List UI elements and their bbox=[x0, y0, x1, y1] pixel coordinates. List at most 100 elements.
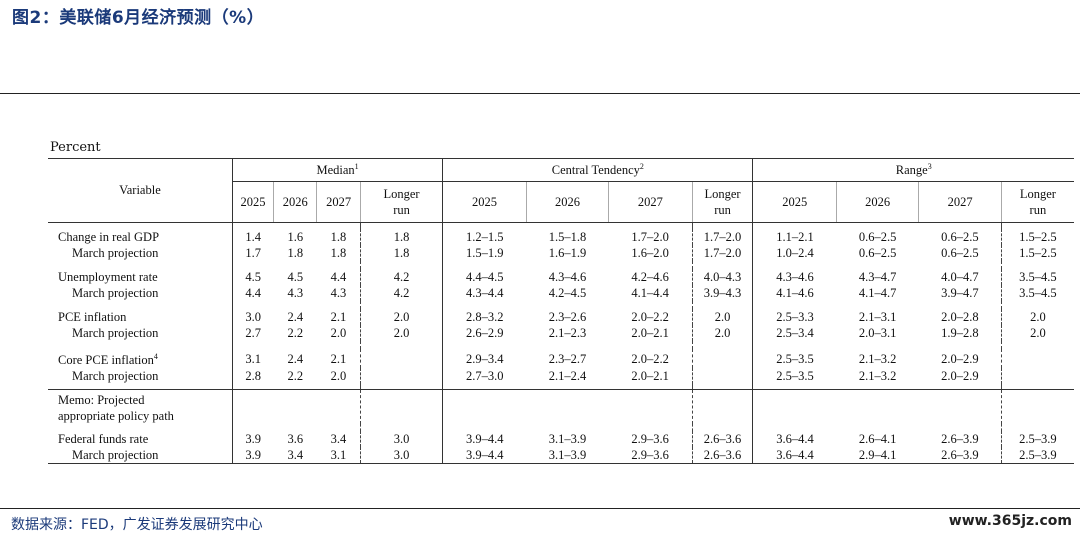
median-cell bbox=[359, 368, 443, 385]
central-cell: 1.7–2.0 bbox=[691, 229, 753, 245]
central-cell: 1.2–1.5 bbox=[442, 229, 527, 245]
median-year-header-3: Longer run bbox=[359, 181, 443, 223]
central-cell: 2.9–3.6 bbox=[608, 447, 693, 465]
central-cell: 4.3–4.6 bbox=[548, 270, 587, 284]
range-cell: 3.6–4.4 bbox=[752, 447, 837, 465]
variable-label: PCE inflation bbox=[58, 310, 127, 324]
range-cell: 2.0–2.8 bbox=[941, 310, 979, 324]
range-cell: 2.6–3.9 bbox=[918, 447, 1002, 465]
range-cell: 3.9–4.7 bbox=[941, 286, 979, 300]
median-year-header-0: 2025 bbox=[231, 181, 274, 223]
central-cell: 2.0 bbox=[691, 309, 753, 325]
range-header: Range3 bbox=[752, 158, 1074, 182]
table-row: March projection 2.8 2.2 2.0 2.7–3.0 2.1–2.4 2… bbox=[48, 368, 1074, 385]
median-cell: 2.4 bbox=[287, 351, 304, 366]
median-cell: 2.0 bbox=[330, 326, 347, 340]
range-cell: 2.0 bbox=[1000, 309, 1074, 325]
range-cell: 4.3–4.7 bbox=[858, 270, 897, 284]
central-cell: 2.6–3.6 bbox=[691, 431, 753, 448]
median-cell: 4.4 bbox=[330, 270, 347, 284]
central-year-header-2: 2027 bbox=[608, 181, 693, 223]
central-cell: 2.0–2.1 bbox=[631, 369, 669, 384]
median-cell: 1.8 bbox=[287, 246, 304, 260]
watermark: www.365jz.com bbox=[948, 513, 1072, 529]
central-cell: 2.0–2.2 bbox=[631, 351, 669, 366]
median-cell: 3.1 bbox=[316, 447, 361, 465]
central-cell: 2.9–3.4 bbox=[442, 349, 527, 369]
range-cell: 2.0–2.9 bbox=[941, 369, 979, 384]
median-cell: 3.1 bbox=[231, 349, 274, 369]
table-row: March projection 3.9 3.4 3.1 3.0 3.9–4.4 3.1–3… bbox=[48, 447, 1074, 465]
median-cell: 2.1 bbox=[330, 351, 347, 366]
range-year-header-2: 2027 bbox=[918, 181, 1002, 223]
unit-label: Percent bbox=[50, 140, 101, 155]
median-cell: 1.8 bbox=[359, 245, 443, 261]
range-cell: 2.5–3.9 bbox=[1000, 431, 1074, 448]
central-cell: 3.9–4.4 bbox=[442, 447, 527, 465]
central-cell: 1.5–1.9 bbox=[442, 245, 527, 261]
median-cell: 2.1 bbox=[330, 310, 347, 324]
range-cell: 1.0–2.4 bbox=[752, 245, 837, 261]
central-cell: 2.0–2.2 bbox=[631, 310, 669, 324]
march-projection-label: March projection bbox=[72, 369, 159, 384]
median-cell: 2.2 bbox=[287, 369, 304, 384]
median-year-header-2: 2027 bbox=[316, 181, 361, 223]
variable-label: Core PCE inflation4 bbox=[58, 352, 158, 368]
central-cell: 2.3–2.7 bbox=[548, 351, 587, 366]
median-cell: 1.4 bbox=[231, 229, 274, 245]
median-cell: 3.4 bbox=[273, 447, 317, 465]
median-cell bbox=[359, 349, 443, 369]
top-divider bbox=[0, 93, 1080, 94]
longer-label: Longer bbox=[383, 187, 420, 201]
range-cell: 2.1–3.2 bbox=[858, 369, 897, 384]
central-year-header-0: 2025 bbox=[442, 181, 527, 223]
central-cell: 4.0–4.3 bbox=[691, 269, 753, 285]
central-cell: 4.3–4.4 bbox=[442, 285, 527, 301]
source-note: 数据来源：FED，广发证券发展研究中心 bbox=[11, 517, 263, 533]
central-cell: 3.9–4.3 bbox=[691, 285, 753, 301]
memo-label: Memo: Projected appropriate policy path bbox=[48, 389, 233, 425]
median-cell: 2.7 bbox=[231, 325, 274, 341]
median-cell: 3.0 bbox=[359, 431, 443, 448]
range-cell bbox=[1000, 368, 1074, 385]
central-cell: 3.9–4.4 bbox=[442, 431, 527, 448]
central-cell: 4.4–4.5 bbox=[442, 269, 527, 285]
range-cell: 2.5–3.5 bbox=[752, 349, 837, 369]
longer-label: Longer bbox=[1019, 187, 1056, 201]
table-row: Core PCE inflation4 3.1 2.4 2.1 2.9–3.4 2.3–2… bbox=[48, 349, 1074, 369]
central-cell: 2.0–2.1 bbox=[631, 326, 669, 340]
range-cell: 1.5–2.5 bbox=[1000, 229, 1074, 245]
range-cell: 0.6–2.5 bbox=[858, 246, 897, 260]
table-row: Federal funds rate 3.9 3.6 3.4 3.0 3.9–4.4 3.1… bbox=[48, 431, 1074, 448]
variable-label: Federal funds rate bbox=[58, 432, 149, 447]
central-cell: 1.5–1.8 bbox=[548, 230, 587, 244]
range-cell: 0.6–2.5 bbox=[941, 246, 979, 260]
central-cell: 4.2–4.6 bbox=[631, 270, 669, 284]
central-year-header-3: Longer run bbox=[691, 181, 753, 223]
central-tendency-header: Central Tendency2 bbox=[442, 158, 753, 182]
figure-title: 图2：美联储6月经济预测（%） bbox=[12, 8, 265, 28]
central-cell: 2.9–3.6 bbox=[631, 432, 669, 447]
central-cell: 2.1–2.3 bbox=[548, 326, 587, 340]
median-cell: 4.4 bbox=[231, 285, 274, 301]
central-cell bbox=[691, 368, 753, 385]
table-row: Unemployment rate 4.5 4.5 4.4 4.2 4.4–4.5 4.3–… bbox=[48, 269, 1074, 285]
median-cell: 1.7 bbox=[231, 245, 274, 261]
range-cell: 2.1–3.2 bbox=[858, 351, 897, 366]
range-cell: 2.0 bbox=[1000, 325, 1074, 341]
range-cell: 3.5–4.5 bbox=[1000, 269, 1074, 285]
run-label: run bbox=[1029, 203, 1047, 217]
range-cell bbox=[1000, 349, 1074, 369]
range-cell: 4.0–4.7 bbox=[941, 270, 979, 284]
median-cell: 1.6 bbox=[287, 230, 304, 244]
median-header: Median1 bbox=[231, 158, 443, 182]
central-cell: 4.1–4.4 bbox=[631, 286, 669, 300]
range-cell: 0.6–2.5 bbox=[858, 230, 897, 244]
table-row: PCE inflation 3.0 2.4 2.1 2.0 2.8–3.2 2.3–2.6 2… bbox=[48, 309, 1074, 325]
table-row: Change in real GDP 1.4 1.6 1.8 1.8 1.2–1.5 1.5… bbox=[48, 229, 1074, 245]
median-cell: 4.2 bbox=[359, 269, 443, 285]
range-cell: 2.0–2.9 bbox=[941, 351, 979, 366]
variable-label: Unemployment rate bbox=[58, 270, 158, 284]
central-cell: 2.7–3.0 bbox=[442, 368, 527, 385]
median-cell: 3.4 bbox=[330, 432, 347, 447]
